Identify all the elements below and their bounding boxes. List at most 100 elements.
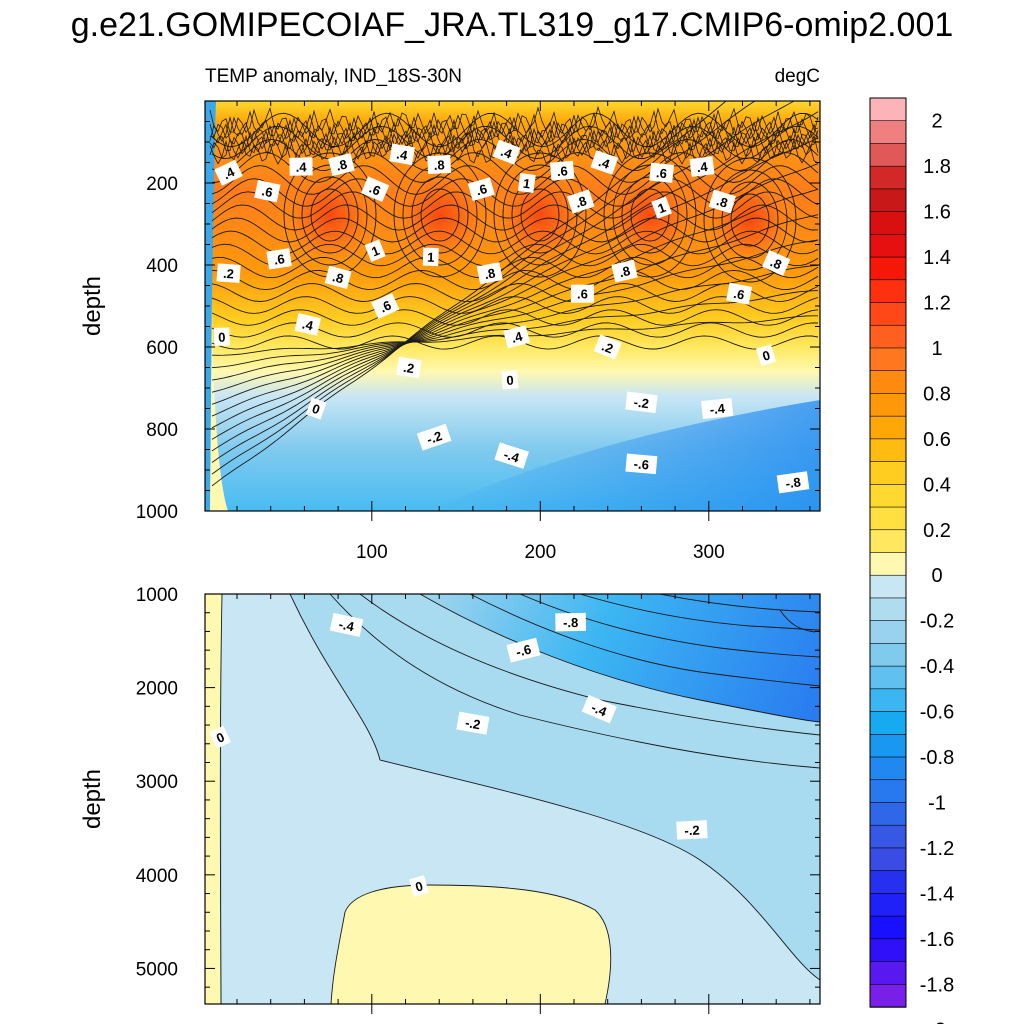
- contour-label: -.2: [456, 711, 490, 735]
- colorbar-swatch: [869, 733, 907, 758]
- contour-label-text: .6: [732, 286, 746, 303]
- contour-label: .6: [361, 176, 390, 202]
- contour-label-text: .8: [483, 265, 497, 282]
- lower-contour-line: [659, 594, 820, 613]
- contour-label: 0: [213, 327, 230, 347]
- contour-label: 0: [409, 875, 429, 897]
- warm-core-contour: [721, 181, 779, 259]
- warm-core: [700, 170, 800, 270]
- contour-label-box: [456, 711, 490, 735]
- colorbar-swatch: [869, 143, 907, 167]
- warm-core-contour: [703, 157, 797, 283]
- contour-label: -.2: [416, 423, 452, 451]
- contour-label-box: [216, 263, 241, 283]
- contour-label-box: [649, 162, 674, 183]
- contour-label-text: -.2: [425, 428, 444, 447]
- colorbar-swatch: [869, 461, 907, 486]
- lower-field: [205, 594, 820, 1004]
- colorbar-swatch: [869, 234, 907, 258]
- lower-y-axis-label: depth: [79, 769, 106, 829]
- colorbar-tick-label: 0.2: [923, 520, 951, 542]
- contour-label: .4: [689, 156, 715, 177]
- colorbar-tick-label: -0.2: [920, 611, 954, 633]
- lower-contour-line: [779, 609, 816, 633]
- contour-label-box: [555, 612, 587, 632]
- colorbar-swatch: [869, 779, 907, 804]
- contour-label-text: -.2: [684, 823, 700, 839]
- contour-label-box: [776, 471, 810, 494]
- contour-label: -.2: [676, 820, 708, 840]
- colorbar-swatch: [869, 983, 907, 1008]
- colorbar-tick-label: 1.4: [923, 247, 951, 269]
- warm-core: [598, 163, 702, 267]
- colorbar-swatch: [869, 438, 907, 463]
- warm-core-contour: [493, 152, 587, 278]
- upper-field: [205, 101, 820, 511]
- lower-contour-line: [419, 594, 820, 723]
- colorbar-swatch: [869, 802, 907, 826]
- colorbar-frame: [869, 97, 907, 1008]
- contour-label-box: [570, 284, 594, 303]
- contour-label-box: [625, 391, 658, 414]
- colorbar-swatch: [869, 165, 907, 190]
- upper-contour-line: [211, 188, 819, 417]
- colorbar-tick-label: 1.8: [923, 156, 951, 178]
- lower-contour-labels: 0 -.4 -.8 -.6 -.4 -.2 -.2 0: [209, 612, 708, 897]
- contour-label: .8: [324, 265, 352, 289]
- surface-contour-line: [209, 120, 819, 150]
- contour-label-box: [581, 694, 617, 724]
- contour-label: .8: [611, 259, 638, 283]
- lower-contour-line: [289, 594, 820, 981]
- contour-label: .4: [294, 313, 322, 336]
- contour-label-text: .2: [600, 338, 616, 356]
- upper-contour-line: [211, 152, 819, 183]
- contour-label-text: .8: [573, 193, 588, 211]
- colorbar-swatch: [869, 211, 907, 236]
- upper-y-tick-label: 400: [146, 256, 178, 277]
- lower-y-tick-label: 1000: [136, 585, 178, 606]
- contour-label: .6: [549, 160, 575, 181]
- contour-label-text: .8: [433, 157, 445, 173]
- upper-y-tick-label: 800: [146, 420, 178, 441]
- contour-label-text: .8: [335, 156, 349, 173]
- colorbar-tick-label: 2: [931, 111, 942, 133]
- upper-contour-line: [211, 111, 819, 452]
- colorbar-swatch: [869, 529, 907, 554]
- upper-contour-line: [211, 269, 819, 291]
- contour-label-text: .4: [510, 328, 525, 345]
- contour-label: .8: [476, 262, 503, 285]
- contour-label-box: [213, 327, 230, 347]
- colorbar-tick-label: -0.8: [920, 747, 954, 769]
- lower-y-tick-label: 5000: [136, 959, 178, 980]
- contour-label: .6: [371, 293, 400, 319]
- contour-label: .6: [649, 162, 674, 183]
- contour-label: 1: [364, 239, 386, 262]
- contour-label: .8: [762, 250, 791, 276]
- warm-core-contour: [612, 164, 688, 266]
- contour-label: .4: [503, 325, 531, 349]
- contour-label: .8: [427, 154, 452, 175]
- colorbar-tick-label: -1: [928, 792, 946, 814]
- contour-label: 0: [305, 397, 327, 420]
- colorbar-swatch: [869, 393, 907, 417]
- contour-label-text: -.4: [337, 616, 356, 634]
- contour-label: -.4: [701, 397, 734, 420]
- contour-label-box: [416, 423, 452, 451]
- colorbar-swatch: [869, 97, 907, 122]
- contour-label-text: -.4: [709, 401, 726, 418]
- contour-label-text: -.8: [785, 474, 802, 491]
- contour-label-text: -.4: [589, 700, 610, 720]
- colorbar-swatch: [869, 506, 907, 531]
- contour-label-box: [328, 153, 355, 177]
- warm-core-contour: [502, 164, 578, 266]
- colorbar-tick-label: 1.2: [923, 293, 951, 315]
- lower-positive-patch: [331, 885, 611, 1004]
- lower-contour-line: [329, 594, 820, 769]
- contour-label: -.6: [625, 453, 658, 475]
- lower-contour-line: [330, 884, 612, 1004]
- warm-core-contour: [630, 188, 670, 242]
- contour-label: .4: [389, 143, 416, 166]
- colorbar-tick-label: 0.6: [923, 429, 951, 451]
